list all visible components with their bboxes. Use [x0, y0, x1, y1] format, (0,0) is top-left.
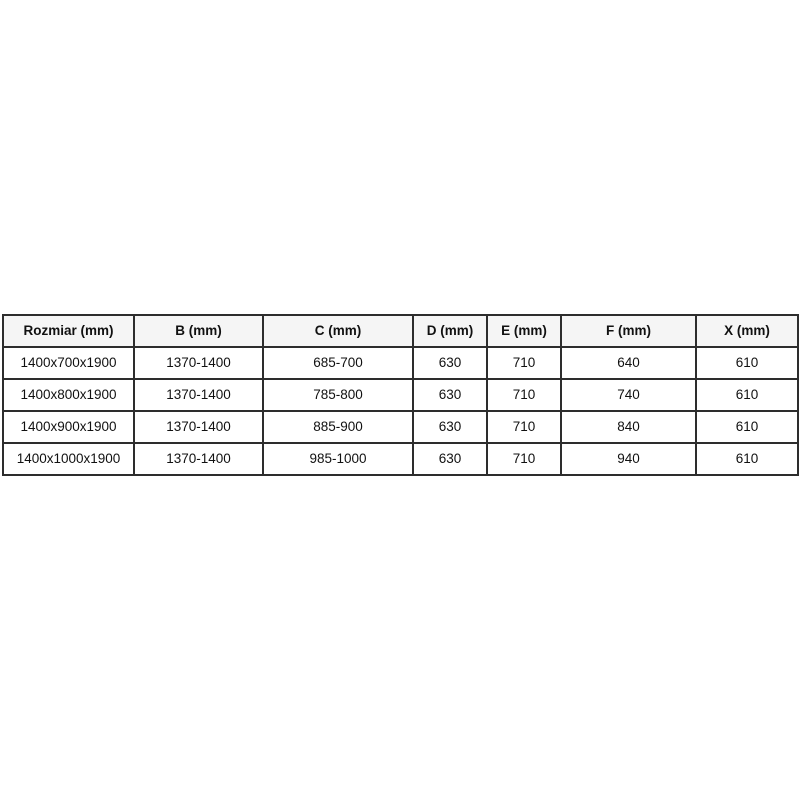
table-row: 1400x1000x1900 1370-1400 985-1000 630 71… — [2, 442, 799, 476]
cell-rozmiar: 1400x700x1900 — [2, 346, 135, 380]
cell-c: 785-800 — [262, 378, 414, 412]
cell-f: 740 — [560, 378, 697, 412]
cell-e: 710 — [486, 378, 562, 412]
spec-table-body: 1400x700x1900 1370-1400 685-700 630 710 … — [2, 346, 799, 476]
cell-x: 610 — [695, 410, 799, 444]
column-header-c: C (mm) — [262, 314, 414, 348]
cell-b: 1370-1400 — [133, 378, 264, 412]
cell-rozmiar: 1400x1000x1900 — [2, 442, 135, 476]
column-header-d: D (mm) — [412, 314, 488, 348]
spec-table-header: Rozmiar (mm) B (mm) C (mm) D (mm) E (mm)… — [2, 314, 799, 348]
column-header-b: B (mm) — [133, 314, 264, 348]
column-header-e: E (mm) — [486, 314, 562, 348]
cell-d: 630 — [412, 378, 488, 412]
cell-b: 1370-1400 — [133, 442, 264, 476]
cell-x: 610 — [695, 346, 799, 380]
column-header-rozmiar: Rozmiar (mm) — [2, 314, 135, 348]
column-header-f: F (mm) — [560, 314, 697, 348]
spec-table: Rozmiar (mm) B (mm) C (mm) D (mm) E (mm)… — [2, 314, 799, 476]
cell-f: 640 — [560, 346, 697, 380]
cell-b: 1370-1400 — [133, 346, 264, 380]
cell-e: 710 — [486, 346, 562, 380]
cell-x: 610 — [695, 442, 799, 476]
column-header-x: X (mm) — [695, 314, 799, 348]
cell-rozmiar: 1400x800x1900 — [2, 378, 135, 412]
cell-d: 630 — [412, 442, 488, 476]
cell-c: 985-1000 — [262, 442, 414, 476]
cell-e: 710 — [486, 442, 562, 476]
cell-d: 630 — [412, 410, 488, 444]
cell-f: 840 — [560, 410, 697, 444]
cell-rozmiar: 1400x900x1900 — [2, 410, 135, 444]
table-row: 1400x700x1900 1370-1400 685-700 630 710 … — [2, 346, 799, 380]
cell-e: 710 — [486, 410, 562, 444]
cell-f: 940 — [560, 442, 697, 476]
cell-b: 1370-1400 — [133, 410, 264, 444]
cell-d: 630 — [412, 346, 488, 380]
cell-x: 610 — [695, 378, 799, 412]
table-row: 1400x800x1900 1370-1400 785-800 630 710 … — [2, 378, 799, 412]
cell-c: 885-900 — [262, 410, 414, 444]
header-row: Rozmiar (mm) B (mm) C (mm) D (mm) E (mm)… — [2, 314, 799, 348]
cell-c: 685-700 — [262, 346, 414, 380]
table-row: 1400x900x1900 1370-1400 885-900 630 710 … — [2, 410, 799, 444]
